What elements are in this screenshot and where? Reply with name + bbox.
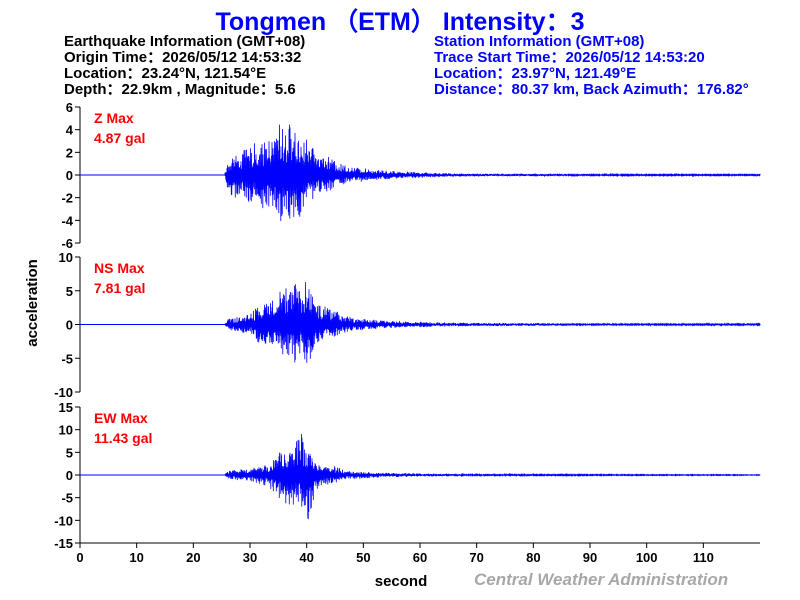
x-axis-title: second: [375, 573, 428, 590]
station-location: Location：23.97°N, 121.49°E: [434, 65, 637, 82]
y-tick-label: 10: [59, 250, 73, 265]
depth-magnitude: Depth：22.9km , Magnitude：5.6: [64, 81, 296, 98]
origin-time: Origin Time：2026/05/12 14:53:32: [64, 49, 302, 66]
y-tick-label: -10: [54, 513, 73, 528]
x-tick-label: 40: [299, 550, 313, 565]
x-tick-label: 70: [469, 550, 483, 565]
y-tick-label: 2: [66, 145, 73, 160]
trace-start-time: Trace Start Time：2026/05/12 14:53:20: [434, 49, 705, 66]
earthquake-info-block: Earthquake Information (GMT+08) Origin T…: [64, 34, 305, 98]
y-tick-label: 0: [66, 468, 73, 483]
epicenter-location: Location：23.24°N, 121.54°E: [64, 65, 267, 82]
y-tick-label: 6: [66, 100, 73, 115]
y-tick-label: 5: [66, 445, 73, 460]
x-tick-label: 0: [76, 550, 83, 565]
max-value-ew: 11.43 gal: [94, 430, 152, 446]
station-info-block: Station Information (GMT+08) Trace Start…: [434, 34, 749, 98]
waveform-trace-ns: [80, 282, 761, 363]
max-label-ew: EW Max: [94, 410, 148, 426]
y-tick-label: 0: [66, 168, 73, 183]
y-tick-label: 0: [66, 318, 73, 333]
page-title: Tongmen （ETM） Intensity：3: [215, 8, 585, 36]
x-tick-label: 90: [583, 550, 597, 565]
y-tick-label: -2: [61, 191, 73, 206]
max-value-ns: 7.81 gal: [94, 280, 145, 296]
y-tick-label: -5: [61, 491, 73, 506]
x-tick-label: 20: [186, 550, 200, 565]
max-value-z: 4.87 gal: [94, 130, 145, 146]
distance-azimuth: Distance：80.37 km, Back Azimuth：176.82°: [434, 81, 749, 98]
y-axis-title: acceleration: [24, 259, 41, 347]
y-tick-label: -15: [54, 536, 73, 551]
y-tick-label: 10: [59, 423, 73, 438]
max-label-ns: NS Max: [94, 260, 145, 276]
y-tick-label: 15: [59, 400, 73, 415]
y-tick-label: -6: [61, 236, 73, 251]
agency-credit: Central Weather Administration: [474, 570, 729, 589]
y-tick-label: 4: [66, 123, 74, 138]
x-tick-label: 110: [693, 550, 714, 565]
x-tick-label: 60: [413, 550, 427, 565]
station-info-heading: Station Information (GMT+08): [434, 33, 645, 50]
y-tick-label: -5: [61, 351, 73, 366]
x-tick-label: 10: [129, 550, 143, 565]
max-label-z: Z Max: [94, 110, 134, 126]
x-tick-label: 100: [636, 550, 658, 565]
y-tick-label: -4: [61, 213, 73, 228]
y-tick-label: 5: [66, 284, 73, 299]
x-tick-label: 80: [526, 550, 540, 565]
x-tick-label: 50: [356, 550, 370, 565]
waveform-trace-ew: [80, 433, 761, 520]
y-tick-label: -10: [54, 385, 73, 400]
waveform-trace-z: [80, 124, 761, 222]
x-tick-label: 30: [243, 550, 257, 565]
earthquake-info-heading: Earthquake Information (GMT+08): [64, 33, 306, 50]
